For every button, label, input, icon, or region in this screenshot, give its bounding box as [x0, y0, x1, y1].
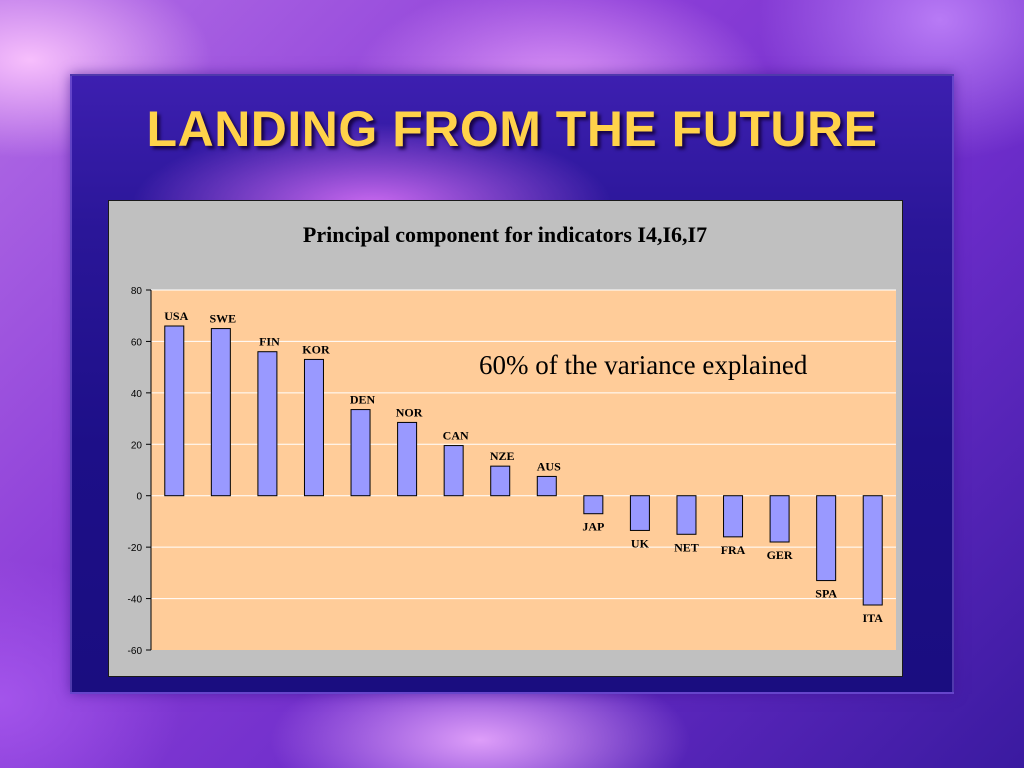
chart-title: Principal component for indicators I4,I6… — [302, 222, 708, 247]
bar-kor — [303, 358, 324, 497]
data-label-nor: NOR — [396, 405, 423, 419]
data-label-den: DEN — [350, 393, 376, 407]
variance-annotation: 60% of the variance explained — [479, 350, 808, 380]
data-label-fra: FRA — [721, 543, 746, 557]
bar-ita — [862, 495, 883, 606]
bar-aus — [536, 475, 557, 497]
bar-usa — [164, 325, 185, 497]
bar-swe — [210, 328, 231, 497]
bar-den — [350, 409, 371, 497]
y-tick-label: 60 — [131, 337, 143, 348]
data-label-uk: UK — [631, 536, 650, 550]
data-label-can: CAN — [443, 429, 469, 443]
data-label-net: NET — [674, 540, 699, 554]
data-label-ita: ITA — [862, 611, 883, 625]
slide-title: LANDING FROM THE FUTURE — [146, 101, 878, 157]
bar-uk — [629, 495, 650, 531]
bar-ger — [769, 495, 790, 543]
data-label-nze: NZE — [490, 449, 515, 463]
data-label-ger: GER — [767, 548, 793, 562]
data-label-usa: USA — [164, 309, 188, 323]
bar-spa — [816, 495, 837, 582]
bar-fra — [723, 495, 744, 538]
y-tick-label: -60 — [128, 646, 143, 657]
bar-jap — [583, 495, 604, 515]
y-tick-label: -20 — [128, 543, 143, 554]
y-tick-label: -40 — [128, 595, 143, 606]
y-tick-label: 20 — [131, 440, 143, 451]
data-label-kor: KOR — [302, 342, 330, 356]
bar-net — [676, 495, 697, 535]
y-tick-label: 0 — [136, 492, 142, 503]
data-label-spa: SPA — [815, 587, 837, 601]
y-tick-label: 80 — [131, 286, 143, 297]
bar-nor — [397, 421, 418, 497]
bar-can — [443, 445, 464, 497]
data-label-fin: FIN — [259, 335, 280, 349]
data-label-aus: AUS — [537, 459, 561, 473]
data-label-jap: JAP — [582, 520, 604, 534]
bar-fin — [257, 351, 278, 497]
data-label-swe: SWE — [210, 312, 237, 326]
bar-nze — [490, 465, 511, 497]
y-tick-label: 40 — [131, 389, 143, 400]
